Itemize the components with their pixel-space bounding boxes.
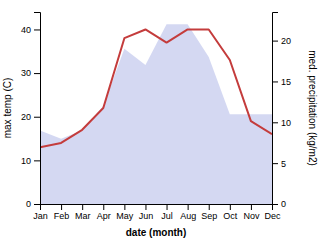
- tick-mark: [167, 204, 168, 210]
- x-axis-title: date (month): [126, 227, 187, 238]
- tick: Jul: [161, 204, 173, 221]
- tick: May: [116, 204, 134, 221]
- marks: [40, 24, 272, 204]
- tick-label: Dec: [264, 211, 281, 221]
- tick-mark: [230, 204, 231, 210]
- tick-mark: [34, 29, 40, 30]
- tick: Apr: [97, 204, 111, 221]
- tick-mark: [272, 163, 278, 164]
- tick-mark: [103, 204, 104, 210]
- tick-label: Jul: [161, 211, 173, 221]
- line: [40, 29, 272, 147]
- tick: Aug: [180, 204, 196, 221]
- y-axis: 0 10 20 30 40: [21, 13, 41, 210]
- tick-label: 20: [21, 112, 31, 122]
- plot: JanFebMarAprMayJunJulAugSepOctNovDec0102…: [21, 13, 291, 222]
- tick: Oct: [223, 204, 238, 221]
- tick-label: 15: [281, 77, 291, 87]
- tick-mark: [34, 73, 40, 74]
- tick-mark: [124, 204, 125, 210]
- tick-label: 20: [281, 36, 291, 46]
- tick: Nov: [243, 204, 260, 221]
- axis-line: [34, 13, 41, 205]
- tick-mark: [272, 122, 278, 123]
- tick: Mar: [75, 204, 91, 221]
- tick-mark: [209, 204, 210, 210]
- tick-label: 10: [281, 118, 291, 128]
- axis-line: [41, 205, 273, 211]
- tick-label: 0: [26, 199, 31, 209]
- tick-label: Jun: [139, 211, 154, 221]
- tick-label: Mar: [75, 211, 91, 221]
- tick: 20: [272, 36, 291, 46]
- tick-label: 0: [281, 199, 286, 209]
- tick-mark: [34, 160, 40, 161]
- y-axis-title: max temp (C): [2, 78, 13, 139]
- tick-mark: [272, 41, 278, 42]
- tick: 10: [272, 118, 291, 128]
- tick-label: 30: [21, 68, 31, 78]
- tick-label: 5: [281, 159, 286, 169]
- tick: 30: [21, 68, 40, 78]
- axis-line: [273, 13, 279, 205]
- chart: JanFebMarAprMayJunJulAugSepOctNovDec0102…: [0, 0, 318, 242]
- tick-mark: [251, 204, 252, 210]
- tick-label: Sep: [201, 211, 217, 221]
- x-axis: Jan Feb Mar Apr May Jun Jul Aug Sep Oct Nov Dec: [33, 204, 281, 221]
- tick: 20: [21, 112, 40, 122]
- tick: 0: [26, 199, 40, 209]
- tick-mark: [272, 81, 278, 82]
- tick-mark: [82, 204, 83, 210]
- tick: 5: [272, 159, 286, 169]
- tick: Dec: [264, 204, 281, 221]
- tick-mark: [145, 204, 146, 210]
- tick-mark: [188, 204, 189, 210]
- tick: 15: [272, 77, 291, 87]
- tick-label: Oct: [223, 211, 238, 221]
- tick-label: Apr: [97, 211, 111, 221]
- tick: 0: [272, 199, 286, 209]
- tick: 10: [21, 156, 40, 166]
- tick-mark: [61, 204, 62, 210]
- tick-label: May: [116, 211, 134, 221]
- tick-label: 10: [21, 156, 31, 166]
- tick-mark: [34, 117, 40, 118]
- y2-axis: 0 5 10 15 20: [272, 13, 291, 210]
- tick: Jun: [139, 204, 154, 221]
- tick-label: Nov: [243, 211, 260, 221]
- tick-label: Aug: [180, 211, 196, 221]
- tick: Sep: [201, 204, 217, 221]
- tick-label: 40: [21, 25, 31, 35]
- tick-mark: [34, 204, 40, 205]
- tick-label: Feb: [54, 211, 70, 221]
- area: [40, 24, 272, 204]
- tick-label: Jan: [33, 211, 48, 221]
- y2-axis-title: med. precipitation (kg/m2): [307, 50, 318, 166]
- tick: Feb: [54, 204, 70, 221]
- tick: 40: [21, 25, 40, 35]
- tick: Jan: [33, 204, 48, 221]
- tick-mark: [272, 204, 278, 205]
